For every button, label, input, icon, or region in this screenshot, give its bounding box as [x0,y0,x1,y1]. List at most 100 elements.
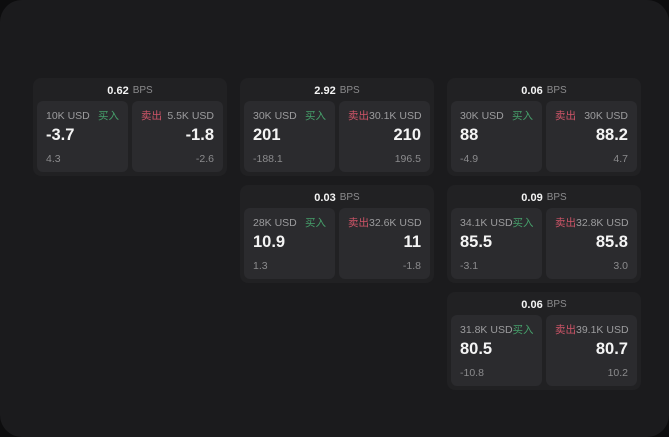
quote-card-3: 0.03 BPS 28K USD 买入 10.9 1.3 卖出 32.6K US… [240,185,434,283]
sell-delta: 10.2 [607,367,628,379]
quote-card-2: 0.06 BPS 30K USD 买入 88 -4.9 卖出 30K USD [447,78,641,176]
bps-value: 2.92 [314,84,336,97]
panel-top: 30K USD 买入 [460,110,533,122]
sell-panel[interactable]: 卖出 30.1K USD 210 196.5 [339,101,430,172]
sell-panel[interactable]: 卖出 39.1K USD 80.7 10.2 [546,315,637,386]
bps-unit: BPS [546,85,567,96]
buy-panel[interactable]: 30K USD 买入 201 -188.1 [244,101,335,172]
sell-amount: 30.1K USD [369,110,422,122]
sell-label: 卖出 [348,217,369,229]
panel-top: 28K USD 买入 [253,217,326,229]
panel-top: 卖出 32.8K USD [555,217,629,229]
sell-delta: 196.5 [394,153,421,165]
panels: 34.1K USD 买入 85.5 -3.1 卖出 32.8K USD 85.8… [451,208,637,279]
sell-delta: -2.6 [195,153,214,165]
sell-amount: 32.6K USD [369,217,422,229]
buy-delta: -10.8 [460,367,484,379]
sell-label: 卖出 [141,110,162,122]
sell-panel[interactable]: 卖出 30K USD 88.2 4.7 [546,101,637,172]
sell-price: -1.8 [185,126,214,144]
buy-label: 买入 [512,324,534,336]
sell-price: 210 [393,126,421,144]
panels: 10K USD 买入 -3.7 4.3 卖出 5.5K USD -1.8 -2.… [37,101,223,172]
buy-price: 80.5 [460,340,493,358]
sell-label: 卖出 [348,110,369,122]
buy-amount: 30K USD [460,110,504,122]
sell-panel[interactable]: 卖出 5.5K USD -1.8 -2.6 [132,101,223,172]
buy-panel[interactable]: 34.1K USD 买入 85.5 -3.1 [451,208,542,279]
buy-panel[interactable]: 31.8K USD 买入 80.5 -10.8 [451,315,542,386]
card-header: 0.09 BPS [451,190,637,205]
panels: 30K USD 买入 201 -188.1 卖出 30.1K USD 210 1… [244,101,430,172]
buy-delta: 4.3 [46,153,61,165]
bps-unit: BPS [339,85,360,96]
buy-label: 买入 [305,110,326,122]
sell-delta: 4.7 [613,153,628,165]
bps-unit: BPS [339,192,360,203]
sell-panel[interactable]: 卖出 32.8K USD 85.8 3.0 [546,208,637,279]
buy-delta: -4.9 [460,153,479,165]
panel-top: 卖出 5.5K USD [141,110,214,122]
bps-value: 0.06 [521,84,543,97]
buy-amount: 10K USD [46,110,90,122]
buy-price: -3.7 [46,126,75,144]
card-header: 0.06 BPS [451,83,637,98]
buy-panel[interactable]: 28K USD 买入 10.9 1.3 [244,208,335,279]
sell-label: 卖出 [555,324,576,336]
quote-card-5: 0.06 BPS 31.8K USD 买入 80.5 -10.8 卖出 39.1… [447,292,641,390]
card-header: 2.92 BPS [244,83,430,98]
buy-price: 10.9 [253,233,286,251]
sell-price: 88.2 [595,126,628,144]
buy-label: 买入 [305,217,326,229]
buy-panel[interactable]: 30K USD 买入 88 -4.9 [451,101,542,172]
sell-price: 80.7 [595,340,628,358]
buy-price: 85.5 [460,233,493,251]
bps-unit: BPS [546,192,567,203]
card-header: 0.62 BPS [37,83,223,98]
quote-card-4: 0.09 BPS 34.1K USD 买入 85.5 -3.1 卖出 32.8K… [447,185,641,283]
buy-price: 88 [460,126,479,144]
panels: 31.8K USD 买入 80.5 -10.8 卖出 39.1K USD 80.… [451,315,637,386]
bps-value: 0.03 [314,191,336,204]
buy-amount: 28K USD [253,217,297,229]
panel-top: 卖出 30K USD [555,110,628,122]
bps-unit: BPS [546,299,567,310]
buy-delta: 1.3 [253,260,268,272]
sell-amount: 5.5K USD [167,110,214,122]
sell-label: 卖出 [555,110,576,122]
panel-top: 30K USD 买入 [253,110,326,122]
bps-value: 0.62 [107,84,129,97]
buy-amount: 31.8K USD [460,324,513,336]
buy-delta: -188.1 [253,153,283,165]
panels: 28K USD 买入 10.9 1.3 卖出 32.6K USD 11 -1.8 [244,208,430,279]
bps-value: 0.06 [521,298,543,311]
sell-amount: 39.1K USD [576,324,629,336]
sell-price: 85.8 [595,233,628,251]
panel-top: 10K USD 买入 [46,110,119,122]
card-header: 0.06 BPS [451,297,637,312]
panel-top: 卖出 30.1K USD [348,110,422,122]
panel-top: 卖出 39.1K USD [555,324,629,336]
buy-delta: -3.1 [460,260,479,272]
buy-price: 201 [253,126,281,144]
buy-label: 买入 [512,217,534,229]
buy-label: 买入 [512,110,533,122]
card-header: 0.03 BPS [244,190,430,205]
buy-amount: 34.1K USD [460,217,513,229]
sell-delta: -1.8 [402,260,421,272]
sell-amount: 30K USD [584,110,628,122]
bps-value: 0.09 [521,191,543,204]
buy-panel[interactable]: 10K USD 买入 -3.7 4.3 [37,101,128,172]
quote-card-1: 2.92 BPS 30K USD 买入 201 -188.1 卖出 30.1K … [240,78,434,176]
panels: 30K USD 买入 88 -4.9 卖出 30K USD 88.2 4.7 [451,101,637,172]
panel-top: 34.1K USD 买入 [460,217,534,229]
sell-panel[interactable]: 卖出 32.6K USD 11 -1.8 [339,208,430,279]
quote-card-0: 0.62 BPS 10K USD 买入 -3.7 4.3 卖出 5.5K USD [33,78,227,176]
panel-top: 卖出 32.6K USD [348,217,422,229]
bps-unit: BPS [132,85,153,96]
sell-delta: 3.0 [613,260,628,272]
buy-label: 买入 [98,110,119,122]
buy-amount: 30K USD [253,110,297,122]
sell-label: 卖出 [555,217,576,229]
